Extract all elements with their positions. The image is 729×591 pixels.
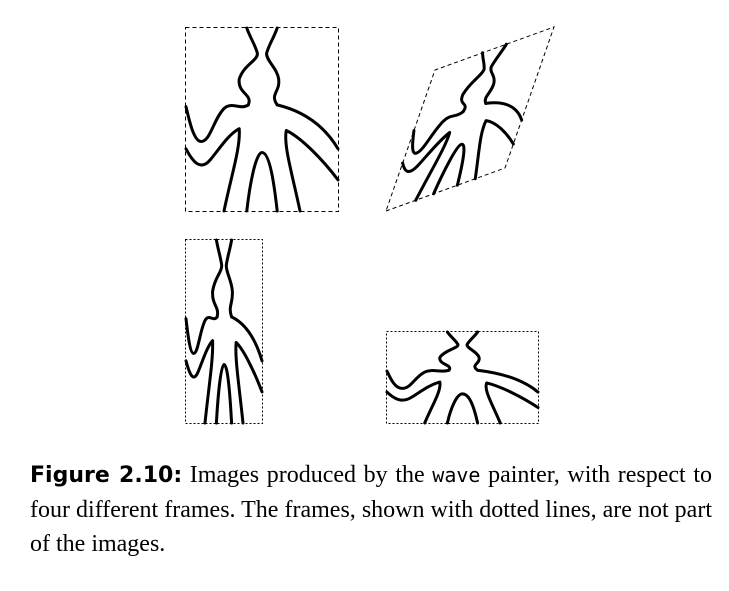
caption-code-wave: wave <box>432 463 481 487</box>
caption-label: Figure 2.10: <box>30 463 183 488</box>
figure-caption: Figure 2.10: Images produced by the wave… <box>30 458 712 561</box>
frame-skewed <box>385 26 555 212</box>
figure-diagram <box>0 0 729 440</box>
wave-image-tall-narrow <box>186 240 262 423</box>
wave-image-upright <box>186 28 338 211</box>
wave-image-short-wide <box>387 332 538 423</box>
caption-text-after: painter, with respect to four different … <box>30 462 712 557</box>
frame-upright <box>185 27 339 212</box>
frame-tall-narrow <box>185 239 263 424</box>
wave-image-skewed <box>386 27 554 211</box>
caption-text-before: Images produced by the <box>182 462 433 488</box>
frame-short-wide <box>386 331 539 424</box>
